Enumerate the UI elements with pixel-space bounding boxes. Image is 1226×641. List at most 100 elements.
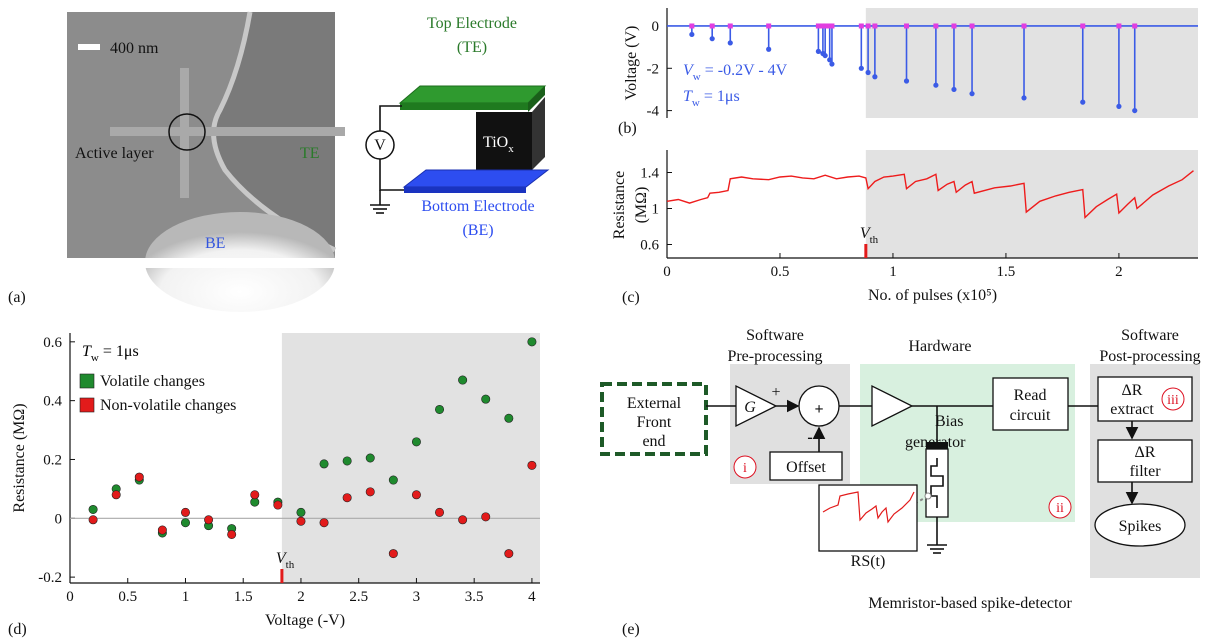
y-tick-label: -4: [647, 104, 660, 120]
oxide-text: TiO: [483, 134, 508, 151]
pulse-tip: [872, 74, 877, 79]
x-tick-label: 1.5: [997, 264, 1016, 280]
front-end-label: end: [642, 433, 665, 450]
read-label: Read: [1014, 387, 1047, 404]
sum-sign: +: [814, 401, 823, 418]
x-tick-label: 1: [182, 589, 190, 605]
annotation-sub: w: [693, 71, 701, 83]
y-tick-label: 0: [652, 19, 660, 35]
top-electrode-label: (TE): [457, 39, 487, 56]
threshold-shade: [282, 333, 540, 583]
data-point: [528, 461, 536, 469]
pulse-tip: [951, 87, 956, 92]
pulse-tip: [859, 66, 864, 71]
sem-image: [67, 12, 345, 312]
pulse-start: [710, 23, 715, 28]
pulse-start: [951, 23, 956, 28]
pulse-start: [1132, 23, 1137, 28]
y-axis-label: Voltage (V): [623, 26, 640, 101]
y-tick-label: 0.2: [43, 452, 62, 468]
block-diagram: [602, 364, 1200, 578]
source-label: V: [374, 137, 386, 154]
threshold-shade: [866, 150, 1198, 258]
pulse-tip: [1116, 104, 1121, 109]
x-tick-label: 4: [528, 589, 536, 605]
pulse-start: [933, 23, 938, 28]
data-point: [482, 513, 490, 521]
top-electrode-label: Top Electrode: [427, 15, 517, 32]
pulse-start: [823, 23, 828, 28]
data-point: [320, 460, 328, 468]
panel-label: (b): [618, 120, 637, 137]
data-point: [274, 501, 282, 509]
annotation: Vw = -0.2V - 4V: [683, 62, 788, 83]
scale-bar-label: 400 nm: [110, 40, 159, 57]
data-point: [343, 494, 351, 502]
threshold-label-sub: th: [870, 234, 879, 246]
data-point: [135, 473, 143, 481]
pulse-start: [689, 23, 694, 28]
section-label: Software: [746, 327, 804, 344]
data-point: [227, 530, 235, 538]
roman-marker: i: [743, 461, 747, 476]
x-axis-label: No. of pulses (x10⁵): [868, 287, 997, 304]
x-tick-label: 0: [66, 589, 74, 605]
pulse-tip: [969, 91, 974, 96]
section-label: Post-processing: [1099, 348, 1200, 365]
annotation-rest: = 1μs: [700, 88, 740, 105]
pulse-tip: [1080, 100, 1085, 105]
data-point: [505, 549, 513, 557]
data-point: [297, 508, 305, 516]
y-tick-label: -0.2: [38, 570, 62, 586]
data-point: [458, 516, 466, 524]
pulse-tip: [728, 40, 733, 45]
roman-marker: iii: [1167, 393, 1179, 408]
data-point: [482, 395, 490, 403]
pulse-start: [1022, 23, 1027, 28]
front-end-label: External: [627, 395, 682, 412]
y-tick-label: 0.6: [640, 238, 659, 254]
data-point: [320, 519, 328, 527]
gain-sign: +: [771, 384, 780, 401]
data-point: [181, 508, 189, 516]
data-point: [181, 519, 189, 527]
data-point: [505, 414, 513, 422]
y-axis-label: Resistance (MΩ): [11, 403, 28, 512]
section-label: Hardware: [908, 338, 971, 355]
gain-label: G: [744, 399, 756, 416]
data-point: [366, 454, 374, 462]
pulse-tip: [904, 78, 909, 83]
data-point: [158, 526, 166, 534]
pulse-start: [728, 23, 733, 28]
pulse-tip: [689, 32, 694, 37]
extract-label: extract: [1110, 401, 1154, 418]
pulse-start: [970, 23, 975, 28]
annotation-rest: = -0.2V - 4V: [701, 62, 788, 79]
x-tick-label: 1.5: [234, 589, 253, 605]
bias-label: generator: [905, 434, 966, 451]
x-tick-label: 0.5: [118, 589, 137, 605]
x-axis-label: Voltage (-V): [265, 612, 345, 629]
data-point: [89, 505, 97, 513]
legend-label: Non-volatile changes: [100, 397, 236, 414]
annotation: Tw = 1μs: [683, 88, 740, 109]
pulse-start: [829, 23, 834, 28]
front-end-label: Front: [637, 414, 672, 431]
filter-label: filter: [1129, 463, 1161, 480]
filter-label: ΔR: [1135, 444, 1156, 461]
panel-label: (a): [8, 289, 26, 306]
y-axis-label: (MΩ): [633, 187, 650, 224]
y-tick-label: 1: [652, 202, 660, 218]
read-label: circuit: [1010, 407, 1051, 424]
bottom-electrode-label: (BE): [462, 222, 493, 239]
data-point: [389, 476, 397, 484]
legend-label: Volatile changes: [100, 373, 205, 390]
data-point: [343, 457, 351, 465]
data-point: [412, 491, 420, 499]
annotation-rest: = 1μs: [99, 343, 139, 360]
data-point: [89, 516, 97, 524]
legend-swatch: [80, 398, 94, 412]
data-point: [204, 516, 212, 524]
annotation: Tw = 1μs: [82, 343, 139, 364]
x-tick-label: 1: [889, 264, 897, 280]
